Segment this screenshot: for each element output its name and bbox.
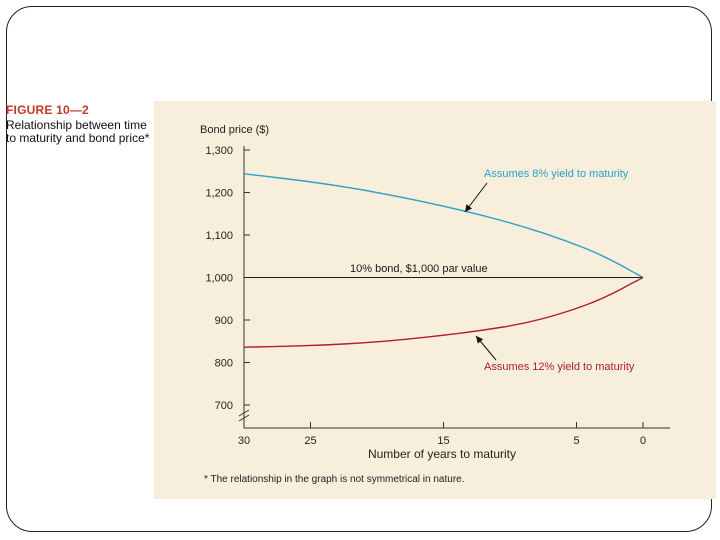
series-12pct-yield-line xyxy=(243,276,644,348)
annotation-8pct: Assumes 8% yield to maturity xyxy=(484,168,629,180)
figure-description: Relationship between time to maturity an… xyxy=(6,118,150,145)
x-tick-label: 5 xyxy=(573,435,579,447)
x-axis-title: Number of years to maturity xyxy=(368,447,516,461)
y-tick-label: 700 xyxy=(215,400,233,412)
footnote: * The relationship in the graph is not s… xyxy=(204,474,465,485)
y-axis-title: Bond price ($) xyxy=(200,124,269,136)
y-tick-label: 800 xyxy=(215,358,233,370)
x-tick-label: 25 xyxy=(304,435,316,447)
annotation-12pct: Assumes 12% yield to maturity xyxy=(484,361,635,373)
y-tick-label: 1,200 xyxy=(205,188,233,200)
y-tick-label: 1,000 xyxy=(205,273,233,285)
figure-caption: FIGURE 10—2 Relationship between time to… xyxy=(6,103,156,145)
axis-break-mark xyxy=(238,414,250,422)
arrow-head-12pct xyxy=(476,336,484,344)
x-tick-label: 0 xyxy=(640,435,646,447)
annotation-par-value: 10% bond, $1,000 par value xyxy=(350,263,488,275)
x-tick-label: 15 xyxy=(437,435,449,447)
arrow-head-8pct xyxy=(465,204,473,212)
y-tick-label: 900 xyxy=(215,315,233,327)
y-tick-label: 1,300 xyxy=(205,145,233,157)
series-8pct-yield-line xyxy=(243,173,644,279)
x-tick-label: 30 xyxy=(238,435,250,447)
figure-number: FIGURE 10—2 xyxy=(6,103,89,117)
chart-panel xyxy=(154,101,716,499)
y-tick-label: 1,100 xyxy=(205,230,233,242)
axis-break-mark xyxy=(238,409,250,417)
